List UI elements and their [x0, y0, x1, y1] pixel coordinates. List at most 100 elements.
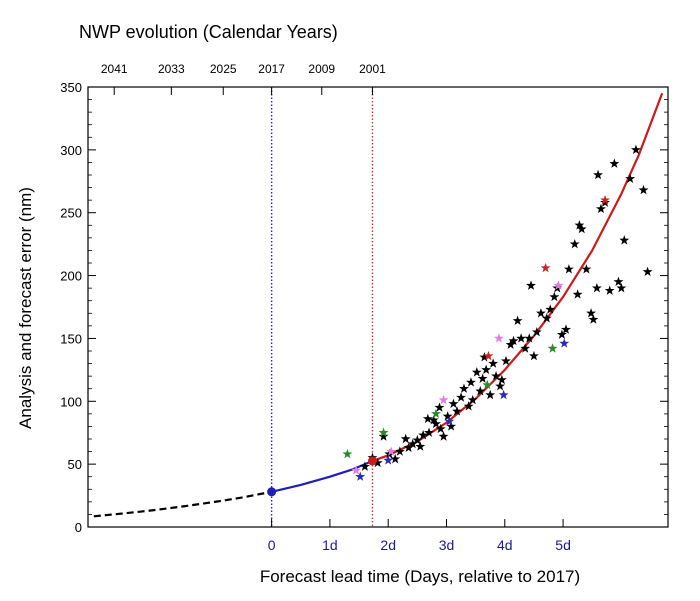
top-tick-label: 2033	[158, 62, 185, 76]
x-tick-label: 5d	[555, 537, 571, 553]
star-marker	[494, 333, 504, 343]
star-marker	[351, 465, 362, 475]
x-tick-label: 0	[268, 537, 276, 553]
star-marker	[553, 280, 564, 290]
star-marker	[477, 373, 488, 383]
star-marker	[431, 418, 441, 429]
star-marker	[446, 421, 457, 431]
star-marker	[559, 338, 570, 348]
top-tick-label: 2009	[308, 62, 335, 76]
x-tick-label: 4d	[497, 537, 513, 553]
star-marker	[485, 389, 496, 400]
star-marker	[512, 315, 523, 326]
star-marker	[561, 324, 571, 334]
x-tick-label: 2d	[380, 537, 396, 553]
star-marker	[501, 355, 511, 366]
star-marker	[576, 223, 587, 234]
star-marker	[475, 386, 486, 396]
star-marker	[463, 401, 474, 411]
y-tick-label: 200	[60, 269, 82, 284]
marker-2001	[367, 456, 377, 466]
star-marker	[498, 389, 509, 400]
star-marker	[593, 169, 603, 180]
y-tick-label: 150	[60, 331, 82, 346]
y-tick-label: 100	[60, 394, 82, 409]
star-marker	[613, 276, 624, 287]
star-marker	[434, 402, 445, 412]
star-marker	[556, 329, 567, 339]
star-marker	[609, 158, 620, 168]
y-axis-label: Analysis and forecast error (nm)	[16, 187, 35, 429]
y-tick-label: 300	[60, 143, 82, 158]
star-marker	[415, 441, 426, 451]
star-marker	[431, 408, 441, 419]
star-marker	[355, 471, 366, 481]
error-curve-solid-1	[271, 459, 373, 493]
star-marker	[428, 414, 439, 425]
star-marker	[616, 282, 627, 293]
star-marker	[481, 364, 492, 375]
star-marker	[545, 304, 556, 314]
star-marker	[386, 446, 397, 456]
star-marker	[390, 453, 401, 464]
top-tick-label: 2017	[258, 62, 285, 76]
star-marker	[526, 280, 536, 290]
star-marker	[581, 264, 592, 274]
star-marker	[412, 435, 423, 445]
star-marker	[407, 438, 418, 449]
star-marker	[528, 350, 539, 361]
star-marker	[422, 413, 433, 424]
star-marker	[586, 308, 596, 318]
star-marker	[471, 367, 482, 377]
plot-area: 0 50 100 150 200 250 300 350 0 1d 2d 3d 4d 5d 2041 2033…	[60, 62, 669, 553]
star-marker	[438, 431, 449, 441]
star-marker	[438, 394, 449, 405]
chart-title: NWP evolution (Calendar Years)	[79, 22, 338, 42]
star-marker	[418, 430, 429, 440]
star-marker	[596, 203, 606, 214]
star-marker	[508, 335, 519, 346]
top-tick-label: 2041	[101, 62, 128, 76]
star-marker	[444, 416, 455, 426]
star-marker	[383, 455, 394, 465]
star-marker	[400, 433, 411, 444]
star-marker	[372, 457, 383, 468]
star-marker	[520, 343, 531, 353]
star-marker	[452, 406, 462, 416]
marker-2017	[267, 487, 277, 497]
star-marker	[638, 184, 649, 195]
error-curve-solid-2	[372, 92, 664, 463]
star-marker	[496, 374, 507, 385]
star-marker	[547, 343, 558, 353]
star-marker	[604, 285, 615, 295]
star-marker	[435, 423, 446, 434]
y-tick-label: 50	[68, 457, 82, 472]
x-tick-label: 1d	[322, 537, 338, 553]
star-marker	[483, 350, 494, 361]
star-marker	[600, 194, 610, 205]
star-marker	[549, 291, 560, 302]
star-marker	[572, 289, 583, 299]
x-axis-label: Forecast lead time (Days, relative to 20…	[260, 567, 580, 586]
star-marker	[540, 262, 551, 273]
star-marker	[359, 461, 370, 471]
star-marker	[342, 448, 353, 459]
star-marker	[588, 314, 599, 324]
star-marker	[378, 431, 389, 441]
star-marker	[625, 173, 636, 183]
star-marker	[491, 370, 501, 381]
star-marker	[505, 339, 516, 349]
y-tick-label: 0	[75, 520, 82, 535]
star-marker	[442, 411, 453, 421]
plot-frame	[87, 86, 669, 528]
star-marker	[424, 427, 434, 437]
star-marker	[630, 144, 641, 155]
star-marker	[378, 427, 389, 437]
y-tick-label: 250	[60, 206, 82, 221]
star-marker	[574, 220, 585, 230]
star-marker	[482, 379, 493, 390]
star-marker	[642, 266, 653, 277]
star-marker	[541, 313, 552, 323]
star-marker	[403, 442, 414, 453]
